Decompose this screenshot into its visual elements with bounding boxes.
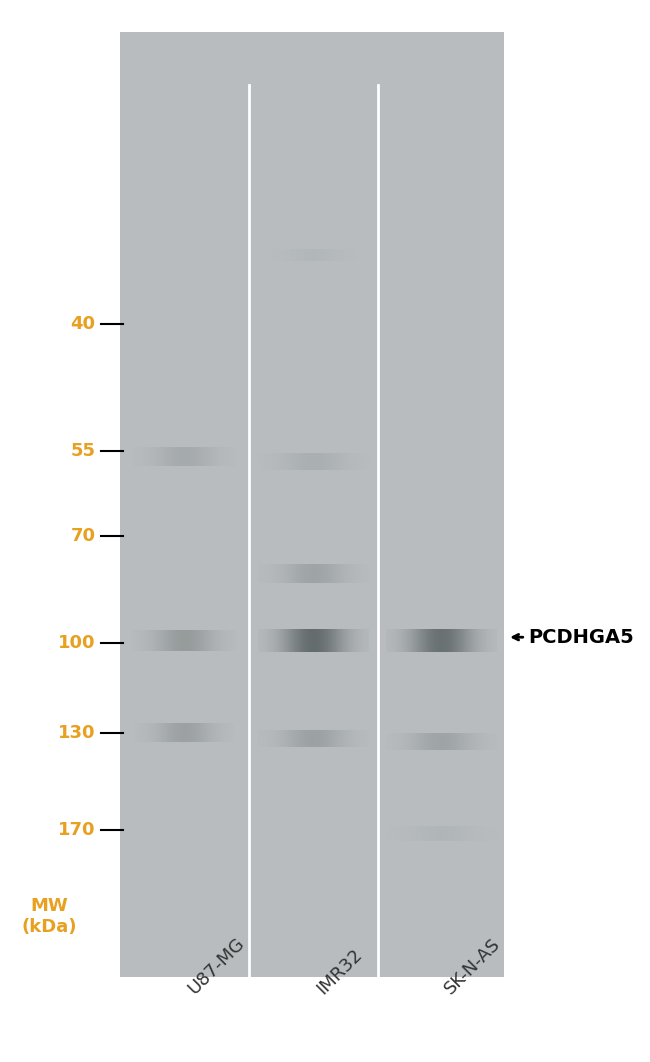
Text: U87-MG: U87-MG [185,935,248,998]
Text: 170: 170 [58,822,96,839]
Text: PCDHGA5: PCDHGA5 [528,628,634,647]
Text: 130: 130 [58,724,96,741]
Text: 100: 100 [58,634,96,651]
Text: 40: 40 [70,315,96,332]
Text: MW
(kDa): MW (kDa) [21,897,77,937]
Text: 55: 55 [70,443,96,460]
Text: IMR32: IMR32 [313,946,366,998]
FancyBboxPatch shape [120,32,504,977]
Text: SK-N-AS: SK-N-AS [441,936,504,998]
Text: 70: 70 [70,528,96,545]
